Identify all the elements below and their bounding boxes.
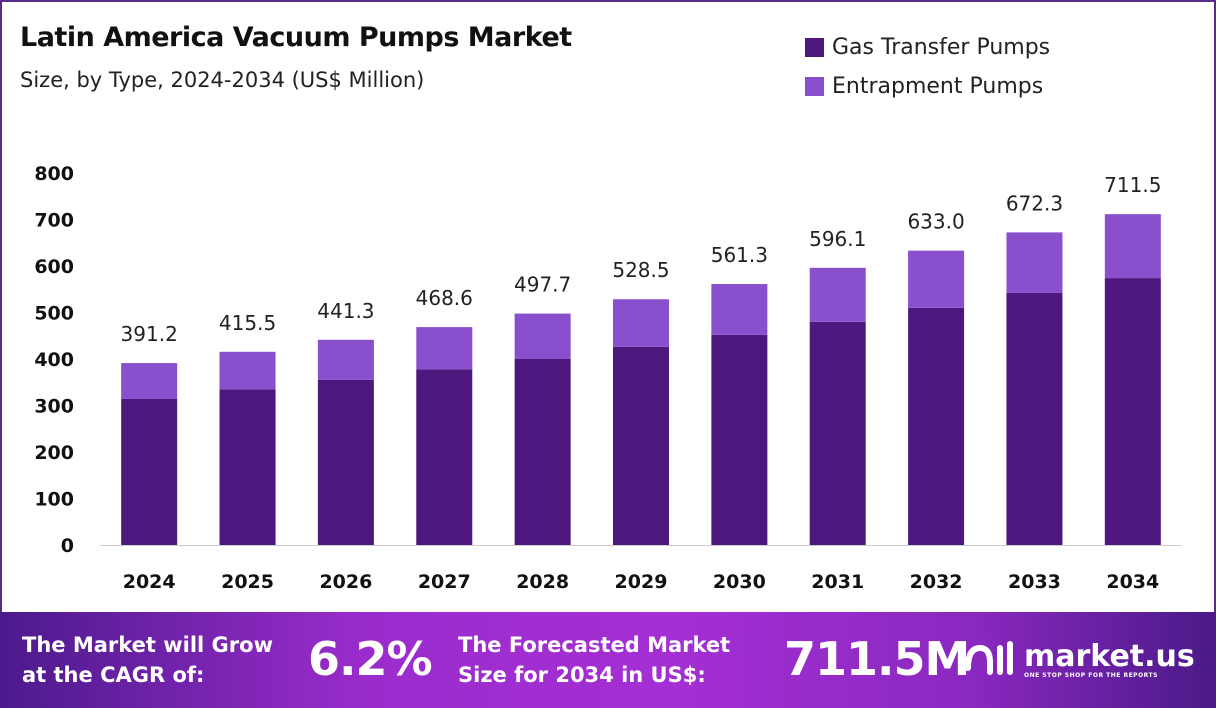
- bar-entrapment: [1104, 214, 1161, 279]
- data-label-total: 468.6: [416, 286, 473, 310]
- forecast-label-line1: The Forecasted Market: [458, 633, 731, 657]
- x-tick-label: 2024: [123, 571, 176, 593]
- bar-gas-transfer: [121, 398, 178, 545]
- legend-swatch-entrapment: [805, 77, 824, 96]
- y-tick-label: 600: [34, 256, 74, 278]
- bar-entrapment: [219, 351, 276, 390]
- data-label-total: 633.0: [907, 210, 964, 234]
- data-label-total: 596.1: [809, 227, 866, 251]
- logo-name: market.us: [1024, 638, 1195, 674]
- summary-banner: The Market will Grow at the CAGR of: 6.2…: [0, 612, 1216, 708]
- data-label-total: 528.5: [612, 258, 669, 282]
- bar-gas-transfer: [1104, 278, 1161, 545]
- data-label-total: 672.3: [1006, 191, 1063, 215]
- cagr-value: 6.2%: [308, 632, 433, 686]
- y-tick-label: 700: [34, 210, 74, 232]
- bar-gas-transfer: [711, 334, 768, 545]
- x-tick-label: 2031: [811, 571, 864, 593]
- data-label-total: 561.3: [711, 243, 768, 267]
- y-tick-label: 0: [61, 535, 74, 557]
- data-label-total: 711.5: [1104, 173, 1161, 197]
- data-label-total: 415.5: [219, 311, 276, 335]
- bar-gas-transfer: [908, 307, 965, 545]
- cagr-label-line2: at the CAGR of:: [22, 663, 205, 687]
- x-tick-label: 2032: [910, 571, 963, 593]
- data-label-total: 497.7: [514, 273, 571, 297]
- bar-entrapment: [416, 327, 473, 370]
- market-us-logo: market.us ONE STOP SHOP FOR THE REPORTS: [962, 638, 1195, 682]
- forecast-label: The Forecasted Market Size for 2034 in U…: [458, 630, 730, 690]
- legend-label: Entrapment Pumps: [832, 74, 1044, 99]
- x-tick-label: 2030: [713, 571, 766, 593]
- x-tick-label: 2028: [516, 571, 569, 593]
- chart-subtitle: Size, by Type, 2024-2034 (US$ Million): [20, 68, 425, 92]
- x-tick-label: 2026: [319, 571, 372, 593]
- x-tick-label: 2025: [221, 571, 274, 593]
- x-tick-label: 2027: [418, 571, 471, 593]
- y-tick-label: 800: [34, 163, 74, 185]
- bar-gas-transfer: [1006, 292, 1063, 545]
- x-tick-label: 2033: [1008, 571, 1061, 593]
- bar-entrapment: [121, 363, 178, 399]
- bar-entrapment: [613, 299, 669, 347]
- data-label-total: 391.2: [121, 322, 178, 346]
- bar-gas-transfer: [514, 359, 571, 545]
- legend-label: Gas Transfer Pumps: [832, 35, 1051, 60]
- bar-gas-transfer: [416, 369, 473, 545]
- y-tick-label: 100: [34, 489, 74, 511]
- bar-entrapment: [711, 283, 768, 335]
- forecast-value: 711.5M: [784, 632, 970, 686]
- bar-entrapment: [317, 339, 374, 380]
- cagr-label: The Market will Grow at the CAGR of:: [22, 630, 273, 690]
- y-tick-label: 500: [34, 303, 74, 325]
- forecast-label-line2: Size for 2034 in US$:: [458, 663, 706, 687]
- bar-entrapment: [514, 313, 571, 359]
- bar-gas-transfer: [219, 389, 276, 545]
- y-tick-label: 300: [34, 396, 74, 418]
- x-tick-label: 2034: [1106, 571, 1159, 593]
- y-tick-label: 400: [34, 349, 74, 371]
- logo-tagline: ONE STOP SHOP FOR THE REPORTS: [1024, 671, 1158, 679]
- bar-gas-transfer: [317, 379, 374, 545]
- cagr-label-line1: The Market will Grow: [22, 633, 273, 657]
- bar-gas-transfer: [613, 346, 669, 545]
- bar-entrapment: [1006, 232, 1063, 293]
- logo-icon: [965, 641, 1013, 675]
- bar-entrapment: [908, 250, 965, 308]
- bar-entrapment: [809, 267, 866, 322]
- legend-swatch-gas-transfer: [805, 38, 824, 57]
- bar-gas-transfer: [809, 321, 866, 545]
- legend-item-gas-transfer: Gas Transfer Pumps: [805, 28, 1050, 67]
- legend: Gas Transfer Pumps Entrapment Pumps: [805, 28, 1050, 106]
- chart-title: Latin America Vacuum Pumps Market: [20, 22, 572, 53]
- y-tick-label: 200: [34, 442, 74, 464]
- legend-item-entrapment: Entrapment Pumps: [805, 67, 1050, 106]
- bar-chart: 0 100 200 300 400 500 600 700 800 391.2 2024 415.5 2…: [34, 163, 1182, 593]
- x-tick-label: 2029: [615, 571, 668, 593]
- data-label-total: 441.3: [317, 299, 374, 323]
